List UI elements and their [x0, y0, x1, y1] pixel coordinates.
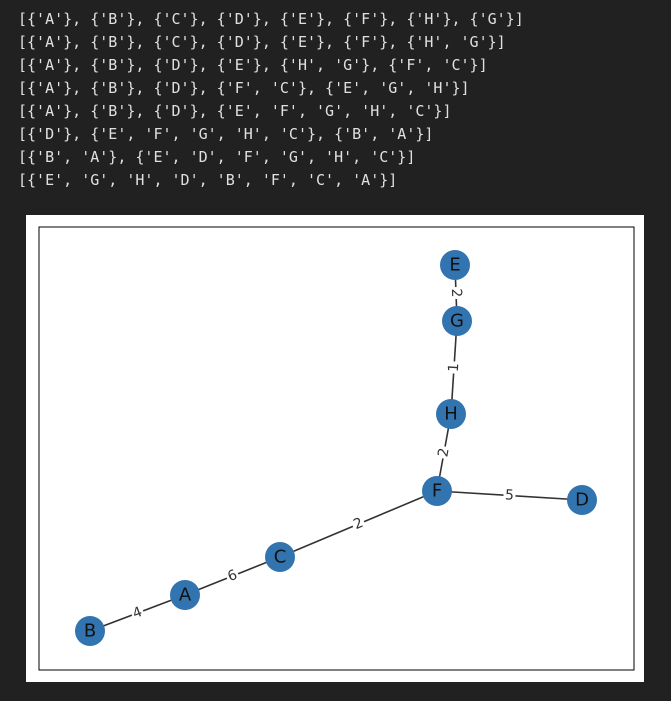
- node-label: F: [432, 481, 442, 502]
- node: [75, 616, 105, 646]
- node-label: E: [449, 255, 460, 276]
- node: [442, 306, 472, 336]
- output-line: [{'A'}, {'B'}, {'D'}, {'E', 'F', 'G', 'H…: [18, 102, 452, 120]
- output-line: [{'B', 'A'}, {'E', 'D', 'F', 'G', 'H', '…: [18, 148, 416, 166]
- figure-background: [26, 215, 644, 682]
- output-line: [{'A'}, {'B'}, {'C'}, {'D'}, {'E'}, {'F'…: [18, 33, 506, 51]
- output-line: [{'A'}, {'B'}, {'C'}, {'D'}, {'E'}, {'F'…: [18, 10, 524, 28]
- node: [170, 580, 200, 610]
- output-line: [{'A'}, {'B'}, {'D'}, {'F', 'C'}, {'E', …: [18, 79, 470, 97]
- node: [436, 399, 466, 429]
- edge-label-background: [129, 603, 146, 623]
- node-label: G: [450, 311, 464, 332]
- edge-label: 1: [446, 363, 463, 373]
- edge-label-background: [447, 286, 465, 300]
- node: [422, 476, 452, 506]
- output-text: [{'A'}, {'B'}, {'C'}, {'D'}, {'E'}, {'F'…: [18, 8, 524, 192]
- output-line: [{'E', 'G', 'H', 'D', 'B', 'F', 'C', 'A'…: [18, 171, 398, 189]
- node: [440, 250, 470, 280]
- node-label: H: [444, 404, 458, 425]
- node: [265, 542, 295, 572]
- edge-label-background: [445, 360, 463, 375]
- edge-label: 2: [448, 288, 464, 297]
- edge-label: 2: [435, 447, 452, 459]
- output-line: [{'D'}, {'E', 'F', 'G', 'H', 'C'}, {'B',…: [18, 125, 434, 143]
- node-label: B: [84, 621, 96, 642]
- output-line: [{'A'}, {'B'}, {'D'}, {'E'}, {'H', 'G'},…: [18, 56, 488, 74]
- node-label: D: [575, 490, 589, 511]
- node-label: A: [179, 585, 192, 606]
- edge-label-background: [349, 514, 368, 534]
- edge-label-background: [435, 445, 453, 460]
- edge-label: 5: [505, 487, 515, 504]
- edge-label-background: [503, 487, 516, 504]
- edge-label-background: [223, 566, 242, 586]
- node-label: C: [274, 547, 287, 568]
- axes-frame: [38, 226, 635, 671]
- node: [567, 485, 597, 515]
